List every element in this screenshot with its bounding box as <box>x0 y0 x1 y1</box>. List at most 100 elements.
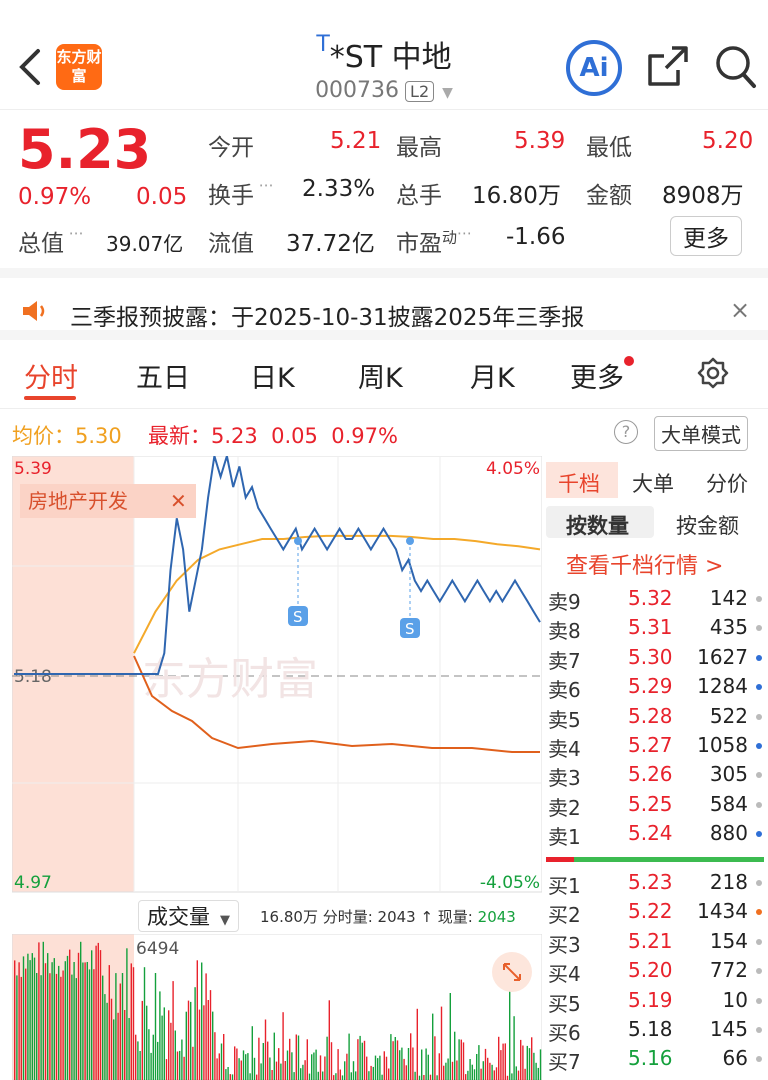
volume-bar <box>377 1058 379 1080</box>
volume-bar <box>410 1033 412 1080</box>
volume-bar <box>458 1039 460 1080</box>
tab-dadan[interactable]: 大单 <box>632 472 674 496</box>
volume-bar <box>93 969 95 1080</box>
level-volume: 142 <box>709 586 748 610</box>
ask-row[interactable]: 卖2 5.25 584 <box>548 792 764 820</box>
bid-row[interactable]: 买1 5.23 218 <box>548 870 764 898</box>
volume-bar <box>469 1059 471 1080</box>
volume-bar <box>231 1074 234 1080</box>
volume-bar <box>229 1074 231 1080</box>
volume-bar <box>443 1065 445 1080</box>
open-value: 5.21 <box>330 128 382 154</box>
bid-row[interactable]: 买2 5.22 1434 <box>548 899 764 927</box>
volume-bar <box>102 975 104 1080</box>
tab-daily-k[interactable]: 日K <box>250 363 295 394</box>
ask-row[interactable]: 卖9 5.32 142 <box>548 586 764 614</box>
ask-row[interactable]: 卖3 5.26 305 <box>548 762 764 790</box>
level-price: 5.19 <box>628 987 673 1012</box>
sector-tag: 房地产开发 <box>28 489 128 513</box>
volume-bar <box>161 1015 163 1080</box>
tab-fenjia[interactable]: 分价 <box>706 472 748 496</box>
ask-row[interactable]: 卖1 5.24 880 <box>548 821 764 849</box>
notice-bar[interactable]: 三季报预披露：于2025-10-31披露2025年三季报 × <box>0 268 768 340</box>
volume-selector[interactable]: 成交量 ▼ <box>138 900 239 932</box>
volume-bar <box>539 1049 542 1080</box>
stock-code: 000736 <box>315 78 400 103</box>
volume-bar <box>278 1048 280 1080</box>
top-bar: 东方财富 T*ST 中地 000736 L2 ▼ Ai <box>0 0 768 110</box>
bid-row[interactable]: 买6 5.18 145 <box>548 1017 764 1045</box>
view-qiandang-link[interactable]: 查看千档行情 > <box>566 554 724 579</box>
level-label: 卖9 <box>548 590 581 614</box>
volume-bar <box>317 1071 319 1080</box>
stock-code-row[interactable]: 000736 L2 ▼ <box>0 78 768 103</box>
volume-bar <box>361 1042 363 1080</box>
volume-bar <box>73 962 75 1080</box>
volume-bar <box>216 1058 218 1080</box>
tab-weekly-k[interactable]: 周K <box>358 363 403 394</box>
tab-monthly-k[interactable]: 月K <box>470 363 515 394</box>
volume-bar <box>91 950 93 1080</box>
volume-bar <box>513 1016 515 1080</box>
volume-bar <box>493 1070 495 1080</box>
ask-row[interactable]: 卖7 5.30 1627 <box>548 645 764 673</box>
sell-signal-badge <box>400 618 420 638</box>
close-icon[interactable]: × <box>730 296 751 324</box>
volume-bar <box>421 1049 423 1080</box>
pe-label: 市盈动⋯ <box>396 224 473 257</box>
volume-bar <box>190 1001 192 1080</box>
volume-bar <box>447 1058 449 1080</box>
tab-qiandang[interactable]: 千档 <box>558 472 600 496</box>
level-volume: 435 <box>709 615 748 640</box>
level-dot <box>756 968 762 975</box>
volume-bar <box>520 1039 522 1080</box>
search-icon[interactable] <box>714 44 758 90</box>
market-cap-label: 总值 ⋯ <box>18 224 84 257</box>
volume-bar <box>405 1065 407 1080</box>
help-icon[interactable]: ? <box>614 420 638 444</box>
bid-row[interactable]: 买4 5.20 772 <box>548 958 764 986</box>
volume-bar <box>473 1069 476 1080</box>
level-price: 5.31 <box>628 615 673 640</box>
bid-row[interactable]: 买5 5.19 10 <box>548 988 764 1016</box>
ask-row[interactable]: 卖6 5.29 1284 <box>548 674 764 702</box>
volume-bar <box>143 967 146 1080</box>
volume-bar <box>385 1056 388 1080</box>
volume-bar <box>201 962 203 1080</box>
tab-by-quantity[interactable]: 按数量 <box>566 514 629 538</box>
tab-five-day[interactable]: 五日 <box>136 363 190 394</box>
level-price: 5.23 <box>628 870 673 894</box>
volume-bar <box>47 953 49 1080</box>
volume-bar <box>163 1007 165 1080</box>
settings-gear-icon[interactable] <box>696 356 730 390</box>
volume-bar <box>42 941 44 1080</box>
bid-row[interactable]: 买7 5.16 66 <box>548 1046 764 1074</box>
intraday-chart[interactable]: 东方财富 5.39 5.18 4.97 4.05% -4.05% 房地产开发 ✕… <box>12 456 542 896</box>
volume-bar <box>302 1064 304 1080</box>
tab-more[interactable]: 更多 <box>570 356 634 395</box>
volume-bar <box>311 1054 313 1080</box>
back-icon[interactable] <box>18 48 42 86</box>
volume-bar <box>368 1071 370 1080</box>
ai-button[interactable]: Ai <box>566 40 622 96</box>
ask-row[interactable]: 卖4 5.27 1058 <box>548 733 764 761</box>
info-icon: ⋯ <box>254 176 274 194</box>
share-icon[interactable] <box>646 44 690 88</box>
volume-bar <box>29 960 31 1080</box>
sector-index-line <box>133 655 540 753</box>
tab-intraday[interactable]: 分时 <box>24 363 78 394</box>
ask-row[interactable]: 卖5 5.28 522 <box>548 704 764 732</box>
stock-title[interactable]: T*ST 中地 <box>0 32 768 76</box>
volume-bar <box>66 955 69 1080</box>
tab-by-amount[interactable]: 按金额 <box>676 514 739 538</box>
volume-bar <box>352 1061 355 1080</box>
level-price: 5.25 <box>628 791 673 816</box>
more-button[interactable]: 更多 <box>670 216 742 256</box>
ask-row[interactable]: 卖8 5.31 435 <box>548 615 764 643</box>
big-order-mode-button[interactable]: 大单模式 <box>654 416 748 451</box>
volume-bar <box>482 1061 484 1080</box>
volume-bar <box>440 1006 443 1080</box>
bid-row[interactable]: 买3 5.21 154 <box>548 929 764 957</box>
volume-bar <box>449 993 451 1080</box>
volume-bar <box>414 1071 416 1080</box>
